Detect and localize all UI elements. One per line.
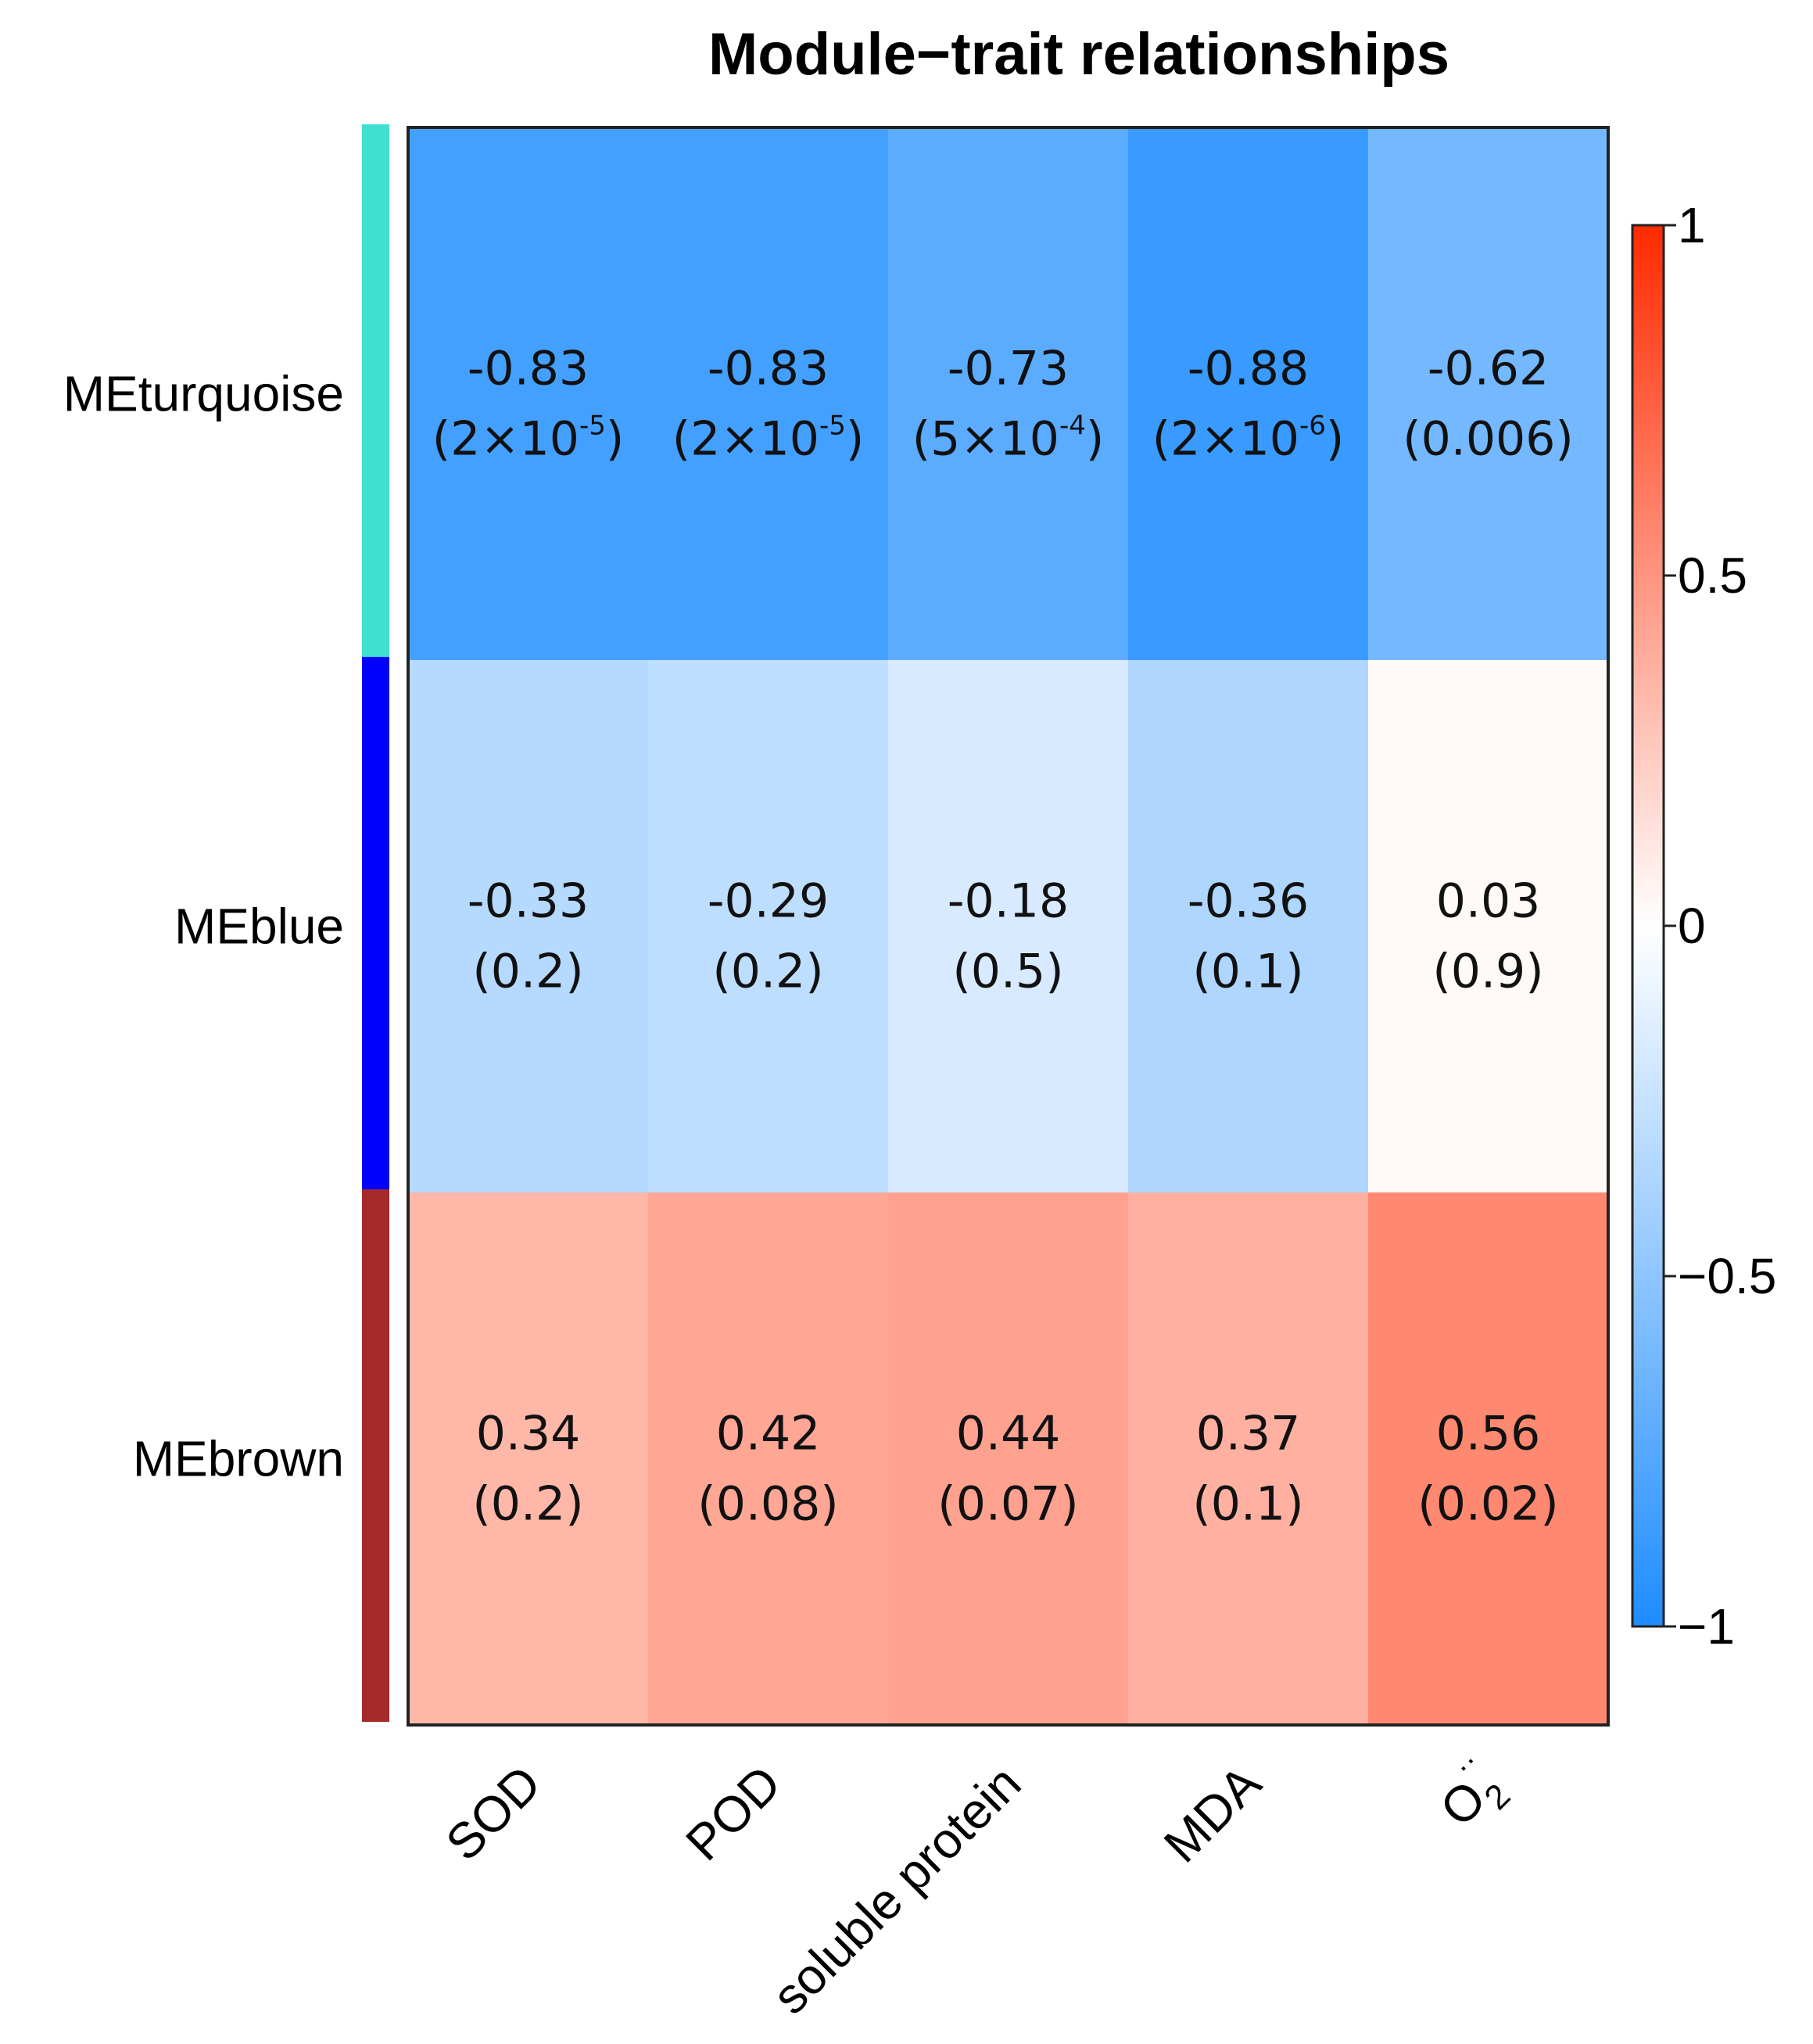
column-label: MDA xyxy=(1153,1755,1272,1874)
colorbar-gradient xyxy=(1631,224,1665,1628)
heatmap-cell xyxy=(648,660,889,1193)
heatmap-cell xyxy=(888,1192,1129,1726)
heatmap-cell xyxy=(408,127,649,661)
cell-value-label: -0.83 xyxy=(708,342,829,396)
plot-frame xyxy=(407,126,1610,1727)
heatmap-cell xyxy=(1368,127,1609,661)
cell-pvalue-label: (0.006) xyxy=(1403,412,1574,467)
cell-pvalue-label: (5×10-4) xyxy=(912,411,1105,467)
cell-value-label: -0.33 xyxy=(468,874,589,929)
colorbar-tick-label: −0.5 xyxy=(1678,1248,1776,1304)
cell-pvalue-label: (0.2) xyxy=(472,945,583,999)
column-label: POD xyxy=(675,1755,791,1871)
cell-value-label: -0.29 xyxy=(708,874,829,929)
colorbar-tick-label: 1 xyxy=(1678,197,1706,253)
heatmap-cell xyxy=(1368,1192,1609,1726)
cell-pvalue-label: (2×10-6) xyxy=(1152,411,1345,467)
heatmap-cell xyxy=(408,1192,649,1726)
cell-value-label: -0.88 xyxy=(1188,342,1309,396)
colorbar-tick-label: 0 xyxy=(1678,898,1706,954)
cell-value-label: 0.56 xyxy=(1436,1407,1541,1461)
colorbar-tick-label: −1 xyxy=(1678,1598,1735,1655)
cell-pvalue-label: (0.1) xyxy=(1192,945,1303,999)
column-label: O2·· xyxy=(1419,1745,1520,1845)
heatmap-cell xyxy=(648,127,889,661)
cell-value-label: -0.36 xyxy=(1188,874,1309,929)
row-label: MEbrown xyxy=(133,1431,344,1487)
module-color-bar xyxy=(362,124,389,657)
cell-value-label: 0.03 xyxy=(1436,874,1541,929)
heatmap-cell xyxy=(888,660,1129,1193)
cell-pvalue-label: (2×10-5) xyxy=(672,411,865,467)
chart-title: Module−trait relationships xyxy=(708,21,1449,88)
heatmap-cell xyxy=(1128,127,1369,661)
cell-pvalue-label: (0.5) xyxy=(952,945,1063,999)
heatmap-cell xyxy=(1128,1192,1369,1726)
cell-value-label: 0.44 xyxy=(956,1407,1061,1461)
module-color-bar xyxy=(362,1189,389,1722)
cell-pvalue-label: (0.02) xyxy=(1417,1477,1558,1532)
row-label: MEturquoise xyxy=(63,366,344,422)
heatmap-cells: -0.83 (2×10-5) -0.83 (2×10-5) -0.73 (5×10-4) -… xyxy=(408,127,1609,1726)
heatmap-cell xyxy=(1128,660,1369,1193)
colorbar-tick-label: 0.5 xyxy=(1678,547,1747,604)
cell-pvalue-label: (0.9) xyxy=(1432,945,1543,999)
cell-value-label: -0.18 xyxy=(948,874,1069,929)
row-labels: MEturquoise MEblue MEbrown xyxy=(63,366,344,1487)
cell-value-label: 0.37 xyxy=(1196,1407,1301,1461)
cell-value-label: 0.34 xyxy=(476,1407,581,1461)
module-color-bar xyxy=(362,657,389,1189)
heatmap-cell xyxy=(888,127,1129,661)
cell-pvalue-label: (0.07) xyxy=(937,1477,1078,1532)
column-label: SOD xyxy=(435,1755,551,1871)
cell-pvalue-label: (0.2) xyxy=(472,1477,583,1532)
cell-value-label: -0.62 xyxy=(1428,342,1549,396)
heatmap-cell xyxy=(1368,660,1609,1193)
cell-pvalue-label: (0.08) xyxy=(697,1477,838,1532)
cell-value-label: 0.42 xyxy=(716,1407,821,1461)
heatmap-cell xyxy=(408,660,649,1193)
module-color-bars xyxy=(362,124,389,1722)
row-label: MEblue xyxy=(174,898,344,955)
cell-value-label: -0.73 xyxy=(948,342,1069,396)
column-label: soluble protein xyxy=(761,1755,1031,2024)
cell-value-label: -0.83 xyxy=(468,342,589,396)
cell-pvalue-label: (0.1) xyxy=(1192,1477,1303,1532)
colorbar: 1 0.5 0 −0.5 −1 xyxy=(1631,197,1776,1655)
cell-pvalue-label: (0.2) xyxy=(712,945,823,999)
cell-pvalue-label: (2×10-5) xyxy=(432,411,625,467)
heatmap-cell xyxy=(648,1192,889,1726)
